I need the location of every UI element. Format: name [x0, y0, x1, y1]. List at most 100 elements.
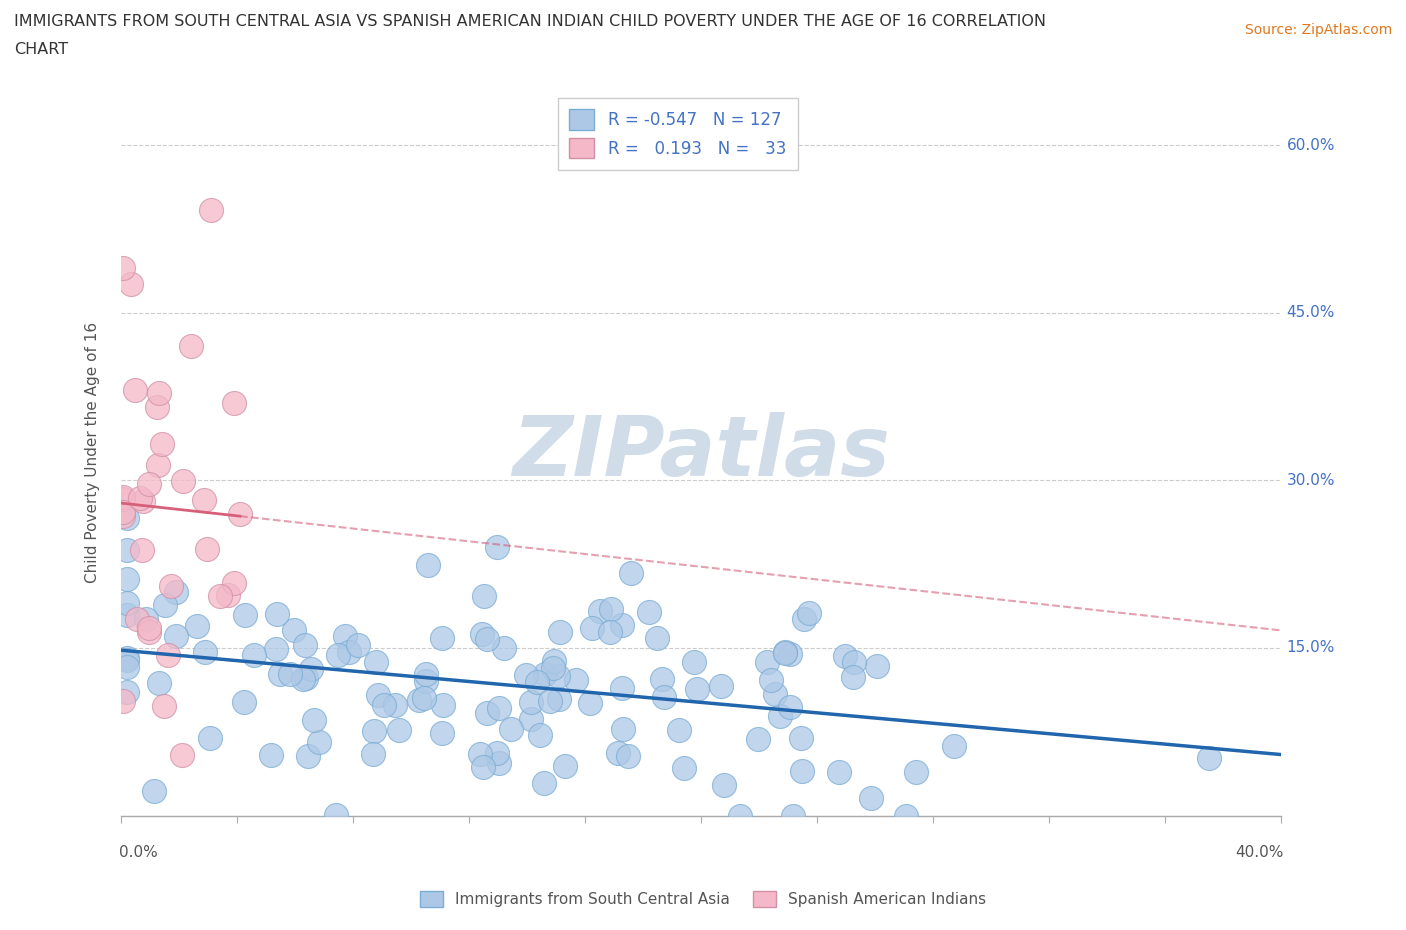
Point	[283, 622, 305, 637]
Point	[579, 696, 602, 711]
Point	[186, 618, 208, 633]
Point	[526, 674, 548, 689]
Point	[115, 607, 138, 622]
Point	[841, 670, 863, 684]
Point	[782, 808, 804, 823]
Point	[756, 655, 779, 670]
Point	[610, 618, 633, 633]
Point	[180, 339, 202, 353]
Point	[292, 671, 315, 686]
Point	[148, 676, 170, 691]
Point	[243, 647, 266, 662]
Point	[233, 608, 256, 623]
Point	[492, 641, 515, 656]
Point	[333, 629, 356, 644]
Point	[124, 383, 146, 398]
Text: 30.0%: 30.0%	[1286, 473, 1336, 488]
Point	[222, 576, 245, 591]
Point	[713, 777, 735, 792]
Text: Source: ZipAtlas.com: Source: ZipAtlas.com	[1244, 23, 1392, 37]
Point	[844, 655, 866, 670]
Point	[269, 667, 291, 682]
Point	[589, 604, 612, 619]
Point	[430, 725, 453, 740]
Point	[486, 746, 509, 761]
Point	[148, 386, 170, 401]
Point	[120, 276, 142, 291]
Point	[299, 661, 322, 676]
Point	[367, 687, 389, 702]
Point	[361, 747, 384, 762]
Point	[326, 647, 349, 662]
Point	[894, 808, 917, 823]
Point	[363, 724, 385, 738]
Point	[408, 693, 430, 708]
Point	[170, 748, 193, 763]
Point	[1198, 751, 1220, 765]
Point	[138, 477, 160, 492]
Point	[773, 644, 796, 659]
Point	[475, 706, 498, 721]
Point	[529, 727, 551, 742]
Point	[520, 711, 543, 726]
Point	[747, 732, 769, 747]
Text: 60.0%: 60.0%	[1286, 138, 1336, 153]
Point	[260, 748, 283, 763]
Point	[860, 790, 883, 805]
Point	[904, 764, 927, 779]
Point	[217, 588, 239, 603]
Point	[229, 507, 252, 522]
Point	[115, 659, 138, 674]
Point	[620, 565, 643, 580]
Point	[799, 605, 821, 620]
Point	[115, 653, 138, 668]
Point	[472, 760, 495, 775]
Point	[111, 492, 134, 507]
Point	[769, 709, 792, 724]
Point	[194, 645, 217, 660]
Point	[415, 667, 437, 682]
Point	[198, 731, 221, 746]
Point	[607, 746, 630, 761]
Point	[129, 490, 152, 505]
Point	[548, 624, 571, 639]
Point	[280, 667, 302, 682]
Point	[115, 684, 138, 699]
Point	[297, 749, 319, 764]
Point	[612, 722, 634, 737]
Point	[115, 542, 138, 557]
Point	[125, 611, 148, 626]
Point	[115, 595, 138, 610]
Point	[761, 672, 783, 687]
Point	[538, 694, 561, 709]
Text: 45.0%: 45.0%	[1286, 305, 1334, 320]
Point	[789, 731, 811, 746]
Point	[547, 669, 569, 684]
Point	[160, 578, 183, 593]
Point	[477, 631, 499, 646]
Point	[373, 698, 395, 712]
Point	[111, 260, 134, 275]
Text: 0.0%: 0.0%	[120, 844, 157, 859]
Point	[115, 572, 138, 587]
Point	[418, 557, 440, 572]
Point	[165, 584, 187, 599]
Point	[142, 784, 165, 799]
Point	[673, 761, 696, 776]
Point	[146, 458, 169, 472]
Point	[200, 203, 222, 218]
Point	[834, 649, 856, 664]
Point	[208, 589, 231, 604]
Point	[533, 776, 555, 790]
Point	[828, 764, 851, 779]
Point	[135, 612, 157, 627]
Point	[468, 747, 491, 762]
Point	[415, 673, 437, 688]
Point	[710, 679, 733, 694]
Point	[111, 489, 134, 504]
Point	[488, 755, 510, 770]
Point	[432, 698, 454, 712]
Point	[779, 699, 801, 714]
Point	[294, 671, 316, 685]
Point	[388, 723, 411, 737]
